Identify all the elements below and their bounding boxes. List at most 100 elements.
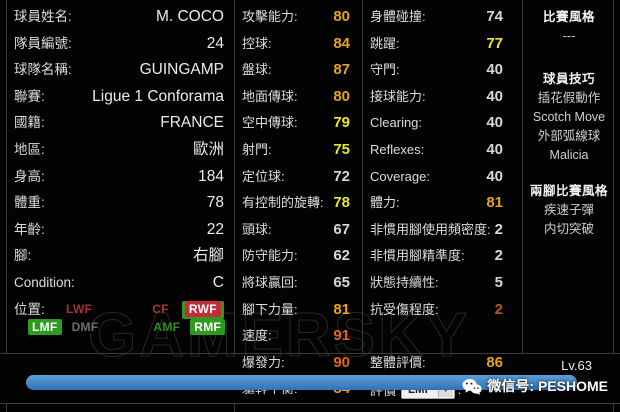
attribute-value: 40 (486, 87, 503, 105)
frame-tick-right (613, 403, 614, 412)
info-value: M. COCO (155, 8, 224, 25)
attribute-row: Coverage: 40 (370, 164, 503, 191)
level-label: Lv.63 (561, 358, 592, 373)
overall-rating-value: 86 (486, 353, 503, 371)
attribute-row: 頭球: 67 (242, 217, 350, 244)
attribute-value: 67 (333, 220, 350, 238)
info-row: Condition: C (14, 270, 224, 297)
position-marker-dmf: DMF (71, 320, 99, 334)
sidebar-list-item: Scotch Move (532, 110, 606, 124)
attribute-value: 5 (494, 273, 503, 291)
attribute-row: 地面傳球: 80 (242, 84, 350, 111)
sidebar-list-item: 疾速子彈 (543, 203, 594, 217)
playing-style-heading: 比賽風格 (542, 10, 595, 24)
attribute-value: 91 (333, 327, 350, 345)
attribute-row: 將球贏回: 65 (242, 270, 350, 297)
attribute-value: 62 (333, 247, 350, 265)
attribute-row: 守門: 40 (370, 57, 503, 84)
player-skills-list: 插花假動作 Scotch Move 外部弧線球 Malicia (528, 89, 610, 165)
frame-edge-right (613, 0, 614, 353)
attribute-value: 79 (333, 114, 350, 132)
info-value: Ligue 1 Conforama (92, 87, 224, 105)
attribute-row: Reflexes: 40 (370, 137, 503, 164)
sidebar-list-item: 插花假動作 (537, 91, 601, 105)
wechat-icon (462, 378, 483, 395)
position-map: LWF CF RWF LMF DMF CMF AMF RMF (28, 300, 228, 336)
attribute-row: 定位球: 72 (242, 164, 350, 191)
attribute-row: 射門: 75 (242, 137, 350, 164)
attribute-label: 狀態持續性: (370, 274, 439, 290)
info-value: 22 (206, 220, 224, 238)
playing-style-value: --- (562, 29, 576, 43)
attribute-row: 盤球: 87 (242, 57, 350, 84)
attribute-value: 40 (486, 167, 503, 185)
attribute-label: 防守能力: (242, 248, 298, 264)
info-label: 身高: (14, 168, 45, 184)
attribute-label: 跳躍: (370, 35, 400, 51)
sidebar-gap-1 (528, 46, 610, 68)
attributes-column-primary: 攻擊能力: 80 控球: 84 盤球: 87 地面傳球: 80 空中傳球: 79 射門: 75 定位球:… (242, 4, 350, 403)
position-marker-cmf: CMF (108, 319, 143, 335)
overall-rating-row: 整體評價: 86 (370, 350, 503, 377)
attribute-row: 狀態持續性: 5 (370, 270, 503, 297)
position-marker-rwf: RWF (184, 301, 221, 317)
attribute-label: 盤球: (242, 62, 272, 78)
attribute-value: 81 (486, 194, 503, 212)
attribute-label: 速度: (242, 328, 272, 344)
frame-tick-left (6, 403, 7, 412)
attribute-label: 抗受傷程度: (370, 301, 439, 317)
attribute-value: 2 (494, 247, 503, 265)
attribute-label: 定位球: (242, 168, 285, 184)
attribute-value: 80 (333, 8, 350, 25)
attribute-value: 74 (486, 8, 503, 25)
info-value: 歐洲 (192, 140, 224, 158)
attribute-value: 40 (486, 140, 503, 158)
info-label: 體重: (14, 195, 45, 211)
attribute-row: 身體碰撞: 74 (370, 4, 503, 31)
sidebar-list-item: Malicia (549, 148, 589, 162)
info-row: 腳: 右腳 (14, 243, 224, 270)
info-label: 腳: (14, 248, 32, 264)
attribute-value: 75 (333, 140, 350, 158)
attribute-row: 控球: 84 (242, 31, 350, 58)
frame-line-bottom-top (0, 353, 620, 354)
attribute-label: Reflexes: (370, 141, 425, 157)
attribute-label: 爆發力: (242, 354, 285, 370)
attribute-value: 80 (333, 87, 350, 105)
experience-progress-bar (26, 375, 594, 390)
info-row: 聯賽: Ligue 1 Conforama (14, 84, 224, 111)
attribute-row: 速度: 91 (242, 323, 350, 350)
position-marker-rmf: RMF (190, 319, 226, 335)
wechat-id-label: 微信号: PESHOME (487, 378, 608, 394)
sidebar-gap-2 (528, 165, 610, 180)
attribute-label: 非慣用腳精準度: (370, 248, 465, 264)
info-value: 右腳 (192, 247, 224, 265)
info-row: 球員姓名: M. COCO (14, 4, 224, 31)
info-value: 184 (198, 167, 224, 185)
frame-line-bottom (0, 403, 620, 404)
position-marker-cf: CF (152, 302, 169, 316)
position-marker-amf: AMF (153, 320, 181, 334)
position-map-row-midfield: LMF DMF CMF AMF RMF (28, 318, 228, 336)
attribute-row: 非慣用腳使用頻密度: 2 (370, 217, 503, 244)
player-info-column: 球員姓名: M. COCO 隊員編號: 24 球隊名稱: GUINGAMP 聯賽: Ligue… (14, 4, 224, 323)
attribute-label: 頭球: (242, 221, 272, 237)
attribute-row: 防守能力: 62 (242, 243, 350, 270)
foot-style-list: 疾速子彈 内切突破 (528, 201, 610, 239)
info-value: C (212, 273, 224, 291)
attribute-label: 身體碰撞: (370, 9, 426, 24)
experience-progress-fill (26, 375, 577, 390)
attribute-row: 有控制的旋轉: 78 (242, 190, 350, 217)
attribute-label: 接球能力: (370, 88, 426, 104)
frame-edge-left (6, 0, 7, 353)
attribute-row: 空中傳球: 79 (242, 110, 350, 137)
attribute-value: 84 (333, 34, 350, 52)
attribute-label: 守門: (370, 62, 400, 78)
info-row: 體重: 78 (14, 190, 224, 217)
attribute-row: 攻擊能力: 80 (242, 4, 350, 31)
attribute-label: 體力: (370, 195, 400, 211)
attribute-label: 腳下力量: (242, 301, 298, 317)
info-row: 球隊名稱: GUINGAMP (14, 57, 224, 84)
position-map-row-forward: LWF CF RWF (28, 300, 228, 318)
